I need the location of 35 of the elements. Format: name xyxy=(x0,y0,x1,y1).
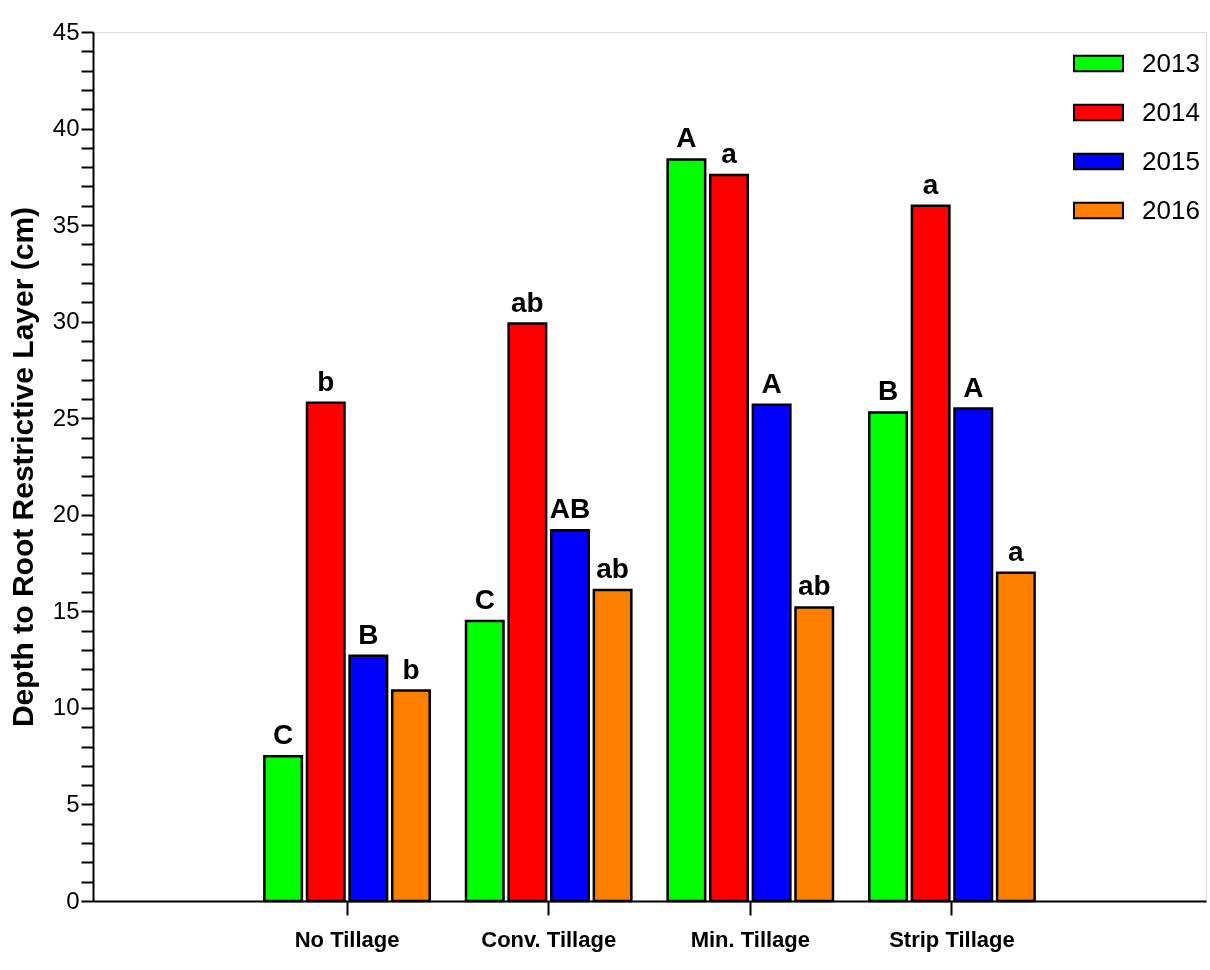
y-tick-label: 15 xyxy=(52,596,80,624)
x-tick-label: Min. Tillage xyxy=(690,926,811,952)
legend-label: 2013 xyxy=(1142,47,1200,78)
data-label: b xyxy=(402,653,420,685)
y-tick-label: 10 xyxy=(52,693,80,721)
data-label: A xyxy=(676,122,697,154)
y-tick-label: 40 xyxy=(52,114,80,142)
y-tick-label: 0 xyxy=(66,886,80,914)
data-label: B xyxy=(877,375,899,407)
y-tick-label: 30 xyxy=(52,307,80,335)
y-tick-label: 35 xyxy=(52,210,80,238)
data-label: A xyxy=(761,367,782,399)
data-label: a xyxy=(1008,535,1025,567)
data-label: b xyxy=(317,365,335,397)
legend-label: 2015 xyxy=(1142,145,1200,176)
data-label: ab xyxy=(511,286,544,318)
legend-label: 2016 xyxy=(1142,194,1200,225)
x-tick-label: Strip Tillage xyxy=(889,926,1015,952)
y-axis-title: Depth to Root Restrictive Layer (cm) xyxy=(5,206,39,728)
y-tick-label: 20 xyxy=(52,500,80,528)
x-tick-label: Conv. Tillage xyxy=(481,926,617,952)
data-label: C xyxy=(474,583,495,615)
legend-label: 2014 xyxy=(1142,96,1200,127)
data-label: AB xyxy=(549,493,591,525)
data-label: a xyxy=(922,168,939,200)
data-label: ab xyxy=(596,553,629,585)
data-label: A xyxy=(963,371,984,403)
y-tick-label: 25 xyxy=(52,403,80,431)
x-tick-label: No Tillage xyxy=(294,926,400,952)
data-label: B xyxy=(358,618,379,650)
data-label: a xyxy=(721,137,738,169)
data-label: ab xyxy=(797,570,831,602)
data-label: C xyxy=(273,719,294,751)
y-tick-label: 45 xyxy=(52,17,80,45)
y-tick-label: 5 xyxy=(66,789,80,817)
